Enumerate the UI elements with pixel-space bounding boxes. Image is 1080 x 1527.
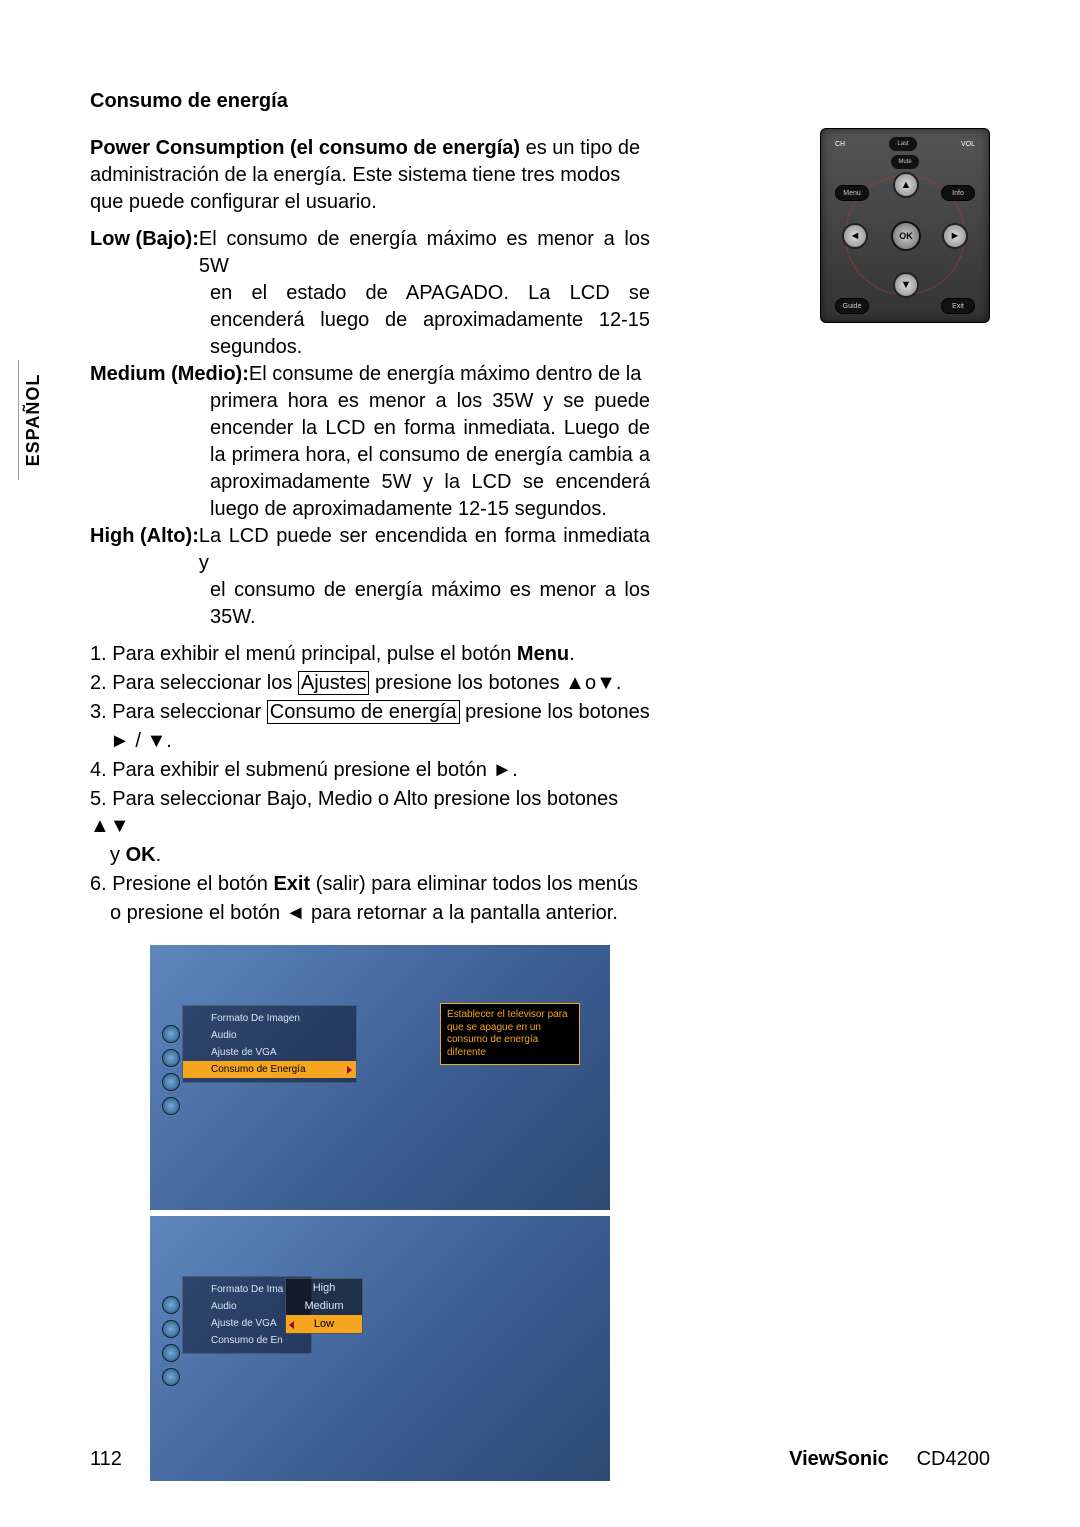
step6-a: 6. Presione el botón (90, 873, 273, 895)
remote-left-button: ◄ (842, 223, 868, 249)
step-3-cont: ► / ▼. (90, 728, 650, 755)
menu-icon (162, 1025, 180, 1043)
menu-item: Ajuste de VGA (183, 1044, 356, 1061)
remote-vol-label: VOL (961, 141, 975, 148)
menu-icon (162, 1320, 180, 1338)
remote-last-button: Last (889, 137, 917, 151)
step5-b: y (110, 844, 126, 866)
page-number: 112 (90, 1448, 122, 1471)
menu-icon (162, 1296, 180, 1314)
step5-c: OK (126, 844, 156, 866)
page-footer: 112 ViewSonic CD4200 (90, 1448, 990, 1471)
step-3: 3. Para seleccionar Consumo de energía p… (90, 699, 650, 726)
remote-exit-button: Exit (941, 298, 975, 314)
step2-b: presione los botones ▲o▼. (369, 672, 621, 694)
menu-item: Consumo de En (183, 1332, 311, 1349)
submenu-option: Medium (286, 1297, 362, 1315)
remote-guide-button: Guide (835, 298, 869, 314)
menu-panel-1: Formato De Imagen Audio Ajuste de VGA Co… (182, 1005, 357, 1083)
high-desc-1: La LCD puede ser encendida en forma inme… (199, 523, 650, 577)
menu-tooltip: Establecer el televisor para que se apag… (440, 1003, 580, 1065)
submenu-option: High (286, 1279, 362, 1297)
step-4: 4. Para exhibir el submenú presione el b… (90, 757, 650, 784)
step3-a: 3. Para seleccionar (90, 701, 267, 723)
footer-model: CD4200 (917, 1448, 990, 1470)
menu-icon (162, 1368, 180, 1386)
section-title: Consumo de energía (90, 90, 990, 113)
menu-icon (162, 1049, 180, 1067)
menu-item-selected: Consumo de Energía (183, 1061, 356, 1078)
low-desc-1: El consumo de energía máximo es menor a … (199, 226, 650, 280)
step-2: 2. Para seleccionar los Ajustes presione… (90, 670, 650, 697)
screenshot-1: Formato De Imagen Audio Ajuste de VGA Co… (150, 945, 610, 1210)
step-5-cont: y OK. (90, 842, 650, 869)
high-desc-2: el consumo de energía máximo es menor a … (90, 577, 650, 631)
intro-paragraph: Power Consumption (el consumo de energía… (90, 135, 650, 216)
remote-right-button: ► (942, 223, 968, 249)
med-desc-1: El consume de energía máximo dentro de l… (249, 361, 641, 388)
menu-item: Audio (183, 1027, 356, 1044)
mode-low: Low (Bajo): El consumo de energía máximo… (90, 226, 650, 361)
remote-mute-button: Mute (891, 155, 919, 169)
step1-a: 1. Para exhibir el menú principal, pulse… (90, 643, 517, 665)
footer-brand: ViewSonic (789, 1448, 889, 1470)
screenshots: Formato De Imagen Audio Ajuste de VGA Co… (150, 945, 610, 1481)
low-desc-2: en el estado de APAGADO. La LCD se encen… (90, 280, 650, 361)
menu-icon (162, 1344, 180, 1362)
step-5: 5. Para seleccionar Bajo, Medio o Alto p… (90, 786, 650, 840)
step-6: 6. Presione el botón Exit (salir) para e… (90, 871, 650, 898)
menu-item: Formato De Imagen (183, 1010, 356, 1027)
icon-strip-1 (162, 1025, 180, 1115)
submenu-option-selected: Low (286, 1315, 362, 1333)
step5-d: . (156, 844, 162, 866)
step2-a: 2. Para seleccionar los (90, 672, 298, 694)
step6-c: (salir) para eliminar todos los menús (310, 873, 638, 895)
step6-b: Exit (273, 873, 310, 895)
remote-menu-button: Menu (835, 185, 869, 201)
icon-strip-2 (162, 1296, 180, 1386)
submenu: High Medium Low (285, 1278, 363, 1334)
step1-b: Menu (517, 643, 569, 665)
step-1: 1. Para exhibir el menú principal, pulse… (90, 641, 650, 668)
menu-icon (162, 1073, 180, 1091)
remote-ok-button: OK (891, 221, 921, 251)
remote-info-button: Info (941, 185, 975, 201)
med-desc-2: primera hora es menor a los 35W y se pue… (90, 388, 650, 523)
step1-c: . (569, 643, 575, 665)
remote-illustration: CH Last VOL Mute ▲ ▼ ◄ ► OK Menu Info Gu… (820, 128, 990, 323)
mode-medium: Medium (Medio): El consume de energía má… (90, 361, 650, 523)
step2-box: Ajustes (298, 671, 370, 695)
remote-down-button: ▼ (893, 272, 919, 298)
mode-high: High (Alto): La LCD puede ser encendida … (90, 523, 650, 631)
remote-ch-label: CH (835, 141, 845, 148)
low-label: Low (Bajo): (90, 226, 199, 280)
step3-box: Consumo de energía (267, 700, 460, 724)
menu-icon (162, 1097, 180, 1115)
step-6-cont: o presione el botón ◄ para retornar a la… (90, 900, 650, 927)
step3-b: presione los botones (460, 701, 650, 723)
intro-bold: Power Consumption (el consumo de energía… (90, 137, 520, 159)
high-label: High (Alto): (90, 523, 199, 577)
med-label: Medium (Medio): (90, 361, 249, 388)
screenshot-2: Formato De Ima Audio Ajuste de VGA Consu… (150, 1216, 610, 1481)
